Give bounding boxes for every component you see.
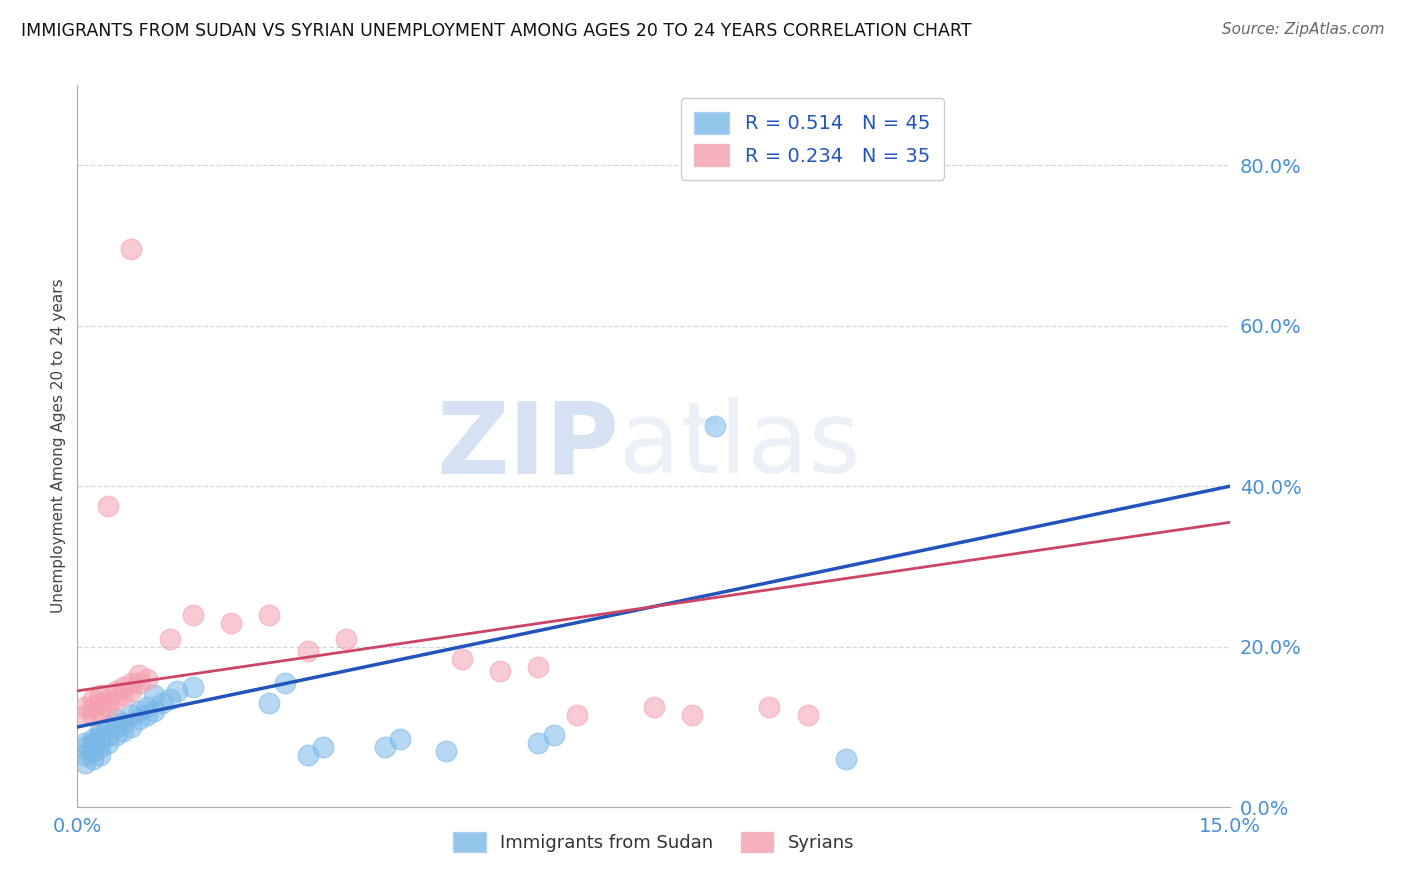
Point [312,740,335,755]
Point [143,704,166,718]
Point [89,696,111,710]
Point [150,696,173,710]
Point [297,644,319,658]
Point [97,736,120,750]
Point [104,712,127,726]
Point [120,683,142,698]
Point [128,712,150,726]
Point [82,740,104,755]
Point [135,708,157,723]
Point [143,688,166,702]
Point [112,715,135,730]
Point [82,692,104,706]
Point [89,724,111,739]
Legend: Immigrants from Sudan, Syrians: Immigrants from Sudan, Syrians [446,824,862,860]
Point [73,740,96,755]
Y-axis label: Unemployment Among Ages 20 to 24 years: Unemployment Among Ages 20 to 24 years [51,278,66,614]
Point [82,744,104,758]
Point [835,752,858,766]
Point [135,672,157,686]
Point [97,720,120,734]
Point [89,688,111,702]
Point [104,728,127,742]
Text: Source: ZipAtlas.com: Source: ZipAtlas.com [1222,22,1385,37]
Point [259,607,281,622]
Point [681,708,703,723]
Point [112,688,135,702]
Point [82,752,104,766]
Point [97,500,120,514]
Point [89,704,111,718]
Point [97,699,120,714]
Point [120,708,142,723]
Point [120,720,142,734]
Point [73,699,96,714]
Point [73,747,96,762]
Point [219,615,242,630]
Point [796,708,818,723]
Point [159,632,181,646]
Point [112,724,135,739]
Point [374,740,396,755]
Point [82,736,104,750]
Point [89,740,111,755]
Point [82,708,104,723]
Point [89,747,111,762]
Point [112,680,135,694]
Point [128,704,150,718]
Text: atlas: atlas [619,398,860,494]
Point [527,660,550,674]
Point [104,692,127,706]
Point [89,731,111,746]
Point [73,708,96,723]
Point [259,696,281,710]
Point [128,676,150,690]
Point [166,683,188,698]
Point [120,676,142,690]
Point [181,680,204,694]
Point [389,731,412,746]
Point [73,736,96,750]
Point [565,708,588,723]
Point [335,632,357,646]
Point [434,744,457,758]
Point [489,664,512,678]
Text: IMMIGRANTS FROM SUDAN VS SYRIAN UNEMPLOYMENT AMONG AGES 20 TO 24 YEARS CORRELATI: IMMIGRANTS FROM SUDAN VS SYRIAN UNEMPLOY… [21,22,972,40]
Point [297,747,319,762]
Point [97,692,120,706]
Point [704,418,727,433]
Point [104,683,127,698]
Point [128,667,150,681]
Point [159,692,181,706]
Point [89,728,111,742]
Point [758,699,780,714]
Point [104,720,127,734]
Point [450,651,472,665]
Point [135,699,157,714]
Point [181,607,204,622]
Point [73,756,96,771]
Point [97,728,120,742]
Point [527,736,550,750]
Point [274,676,297,690]
Point [82,731,104,746]
Point [120,242,142,257]
Point [82,699,104,714]
Point [543,728,565,742]
Text: ZIP: ZIP [436,398,619,494]
Point [643,699,665,714]
